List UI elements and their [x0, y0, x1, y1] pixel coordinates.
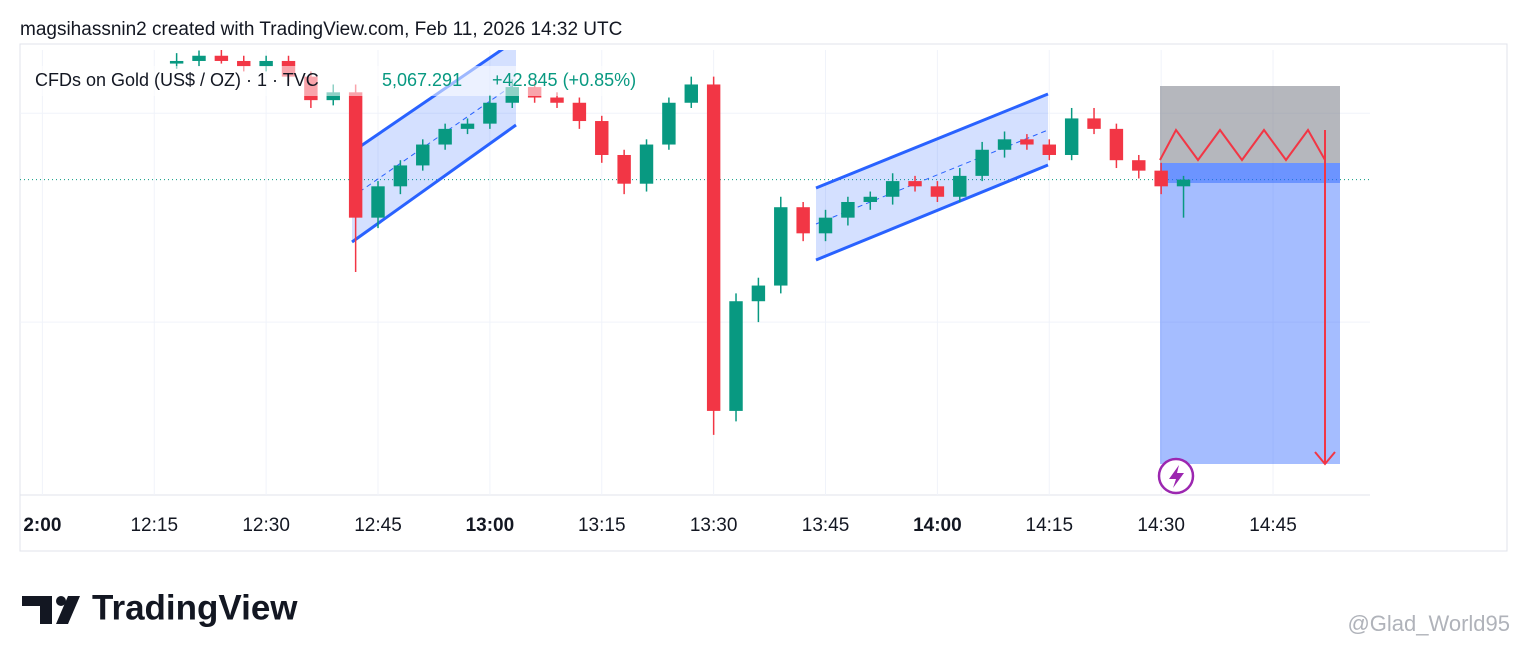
- candle-body: [774, 207, 788, 286]
- x-tick-label: 13:15: [578, 515, 626, 536]
- candle-body: [550, 97, 564, 103]
- candle-body: [1132, 160, 1146, 171]
- channel-line: [815, 92, 1049, 190]
- candle-body: [595, 121, 609, 155]
- logo-mark: [22, 596, 52, 624]
- candle-body: [796, 207, 810, 234]
- watermark: @Glad_World95: [1347, 611, 1510, 636]
- candle-body: [863, 196, 877, 202]
- candle-body: [483, 102, 497, 124]
- x-tick-label: 12:30: [242, 515, 290, 536]
- candle-body: [617, 154, 631, 184]
- legend-symbol: CFDs on Gold (US$ / OZ) · 1 · TVC: [35, 70, 319, 90]
- x-tick-label: 14:45: [1249, 515, 1297, 536]
- x-tick-label: 14:30: [1137, 515, 1185, 536]
- candle-body: [818, 217, 833, 234]
- candle-body: [348, 92, 363, 218]
- channel-mid: [351, 82, 517, 198]
- channel-line: [351, 123, 517, 244]
- header-title: magsihassnin2 created with TradingView.c…: [20, 19, 622, 40]
- x-tick-label: 2:00: [23, 515, 61, 536]
- candle-body: [237, 60, 251, 67]
- channel-fill: [352, 50, 516, 242]
- x-tick-label: 12:45: [354, 515, 402, 536]
- candle-body: [953, 175, 967, 197]
- candle-body: [975, 149, 989, 176]
- logo-mark: [56, 596, 66, 606]
- candle-body: [684, 84, 698, 103]
- candle-body: [438, 128, 452, 145]
- candle-body: [460, 123, 475, 129]
- x-tick-label: 13:00: [466, 515, 515, 536]
- x-tick-label: 12:15: [130, 515, 178, 536]
- candle-body: [169, 60, 184, 64]
- candle-body: [930, 186, 945, 197]
- candle-body: [1176, 179, 1191, 187]
- chart-frame: [19, 43, 1508, 552]
- candle-body: [706, 84, 721, 411]
- stop-zone: [1160, 86, 1340, 163]
- candle-body: [841, 201, 855, 218]
- x-tick-label: 14:00: [913, 515, 962, 536]
- candle-body: [908, 181, 922, 187]
- candle-body: [1042, 144, 1056, 155]
- candle-body: [885, 181, 900, 197]
- x-tick-label: 14:15: [1026, 515, 1074, 536]
- legend-change: +42.845 (+0.85%): [492, 70, 636, 90]
- entry-band: [1160, 163, 1340, 183]
- time-axis: 2:00 12:15 12:30 12:45 13:00 13:15 13:30 13:45 1…: [23, 515, 1296, 536]
- candle-body: [259, 60, 273, 67]
- candle-body: [1154, 170, 1168, 187]
- candle-body: [997, 139, 1012, 150]
- candle-body: [416, 144, 430, 166]
- candle-body: [729, 301, 743, 411]
- logo: TradingView: [22, 588, 298, 627]
- candle-body: [371, 186, 385, 218]
- candle-body: [751, 285, 766, 302]
- legend-price: 5,067.291: [382, 70, 462, 90]
- candle-body: [1020, 139, 1034, 145]
- legend-bg: [30, 66, 670, 96]
- target-zone: [1160, 163, 1340, 464]
- drawings: [351, 50, 1340, 466]
- candle-body: [192, 55, 206, 61]
- candle-body: [1064, 118, 1079, 155]
- candle-body: [214, 55, 229, 61]
- candle-body: [393, 165, 408, 187]
- logo-mark: [56, 596, 80, 624]
- zigzag: [1159, 128, 1326, 164]
- x-tick-label: 13:30: [690, 515, 738, 536]
- candle-body: [1109, 128, 1124, 161]
- arrow-head: [1314, 451, 1336, 466]
- candle-body: [572, 102, 587, 122]
- candle-body: [326, 92, 340, 101]
- alert-bolt: [1169, 465, 1184, 488]
- channel-line: [815, 163, 1049, 262]
- channel-fill: [816, 94, 1048, 260]
- candle-body: [1087, 118, 1101, 129]
- candle-body: [662, 102, 676, 145]
- logo-text: TradingView: [92, 588, 298, 627]
- candle-body: [639, 144, 654, 184]
- x-tick-label: 13:45: [802, 515, 850, 536]
